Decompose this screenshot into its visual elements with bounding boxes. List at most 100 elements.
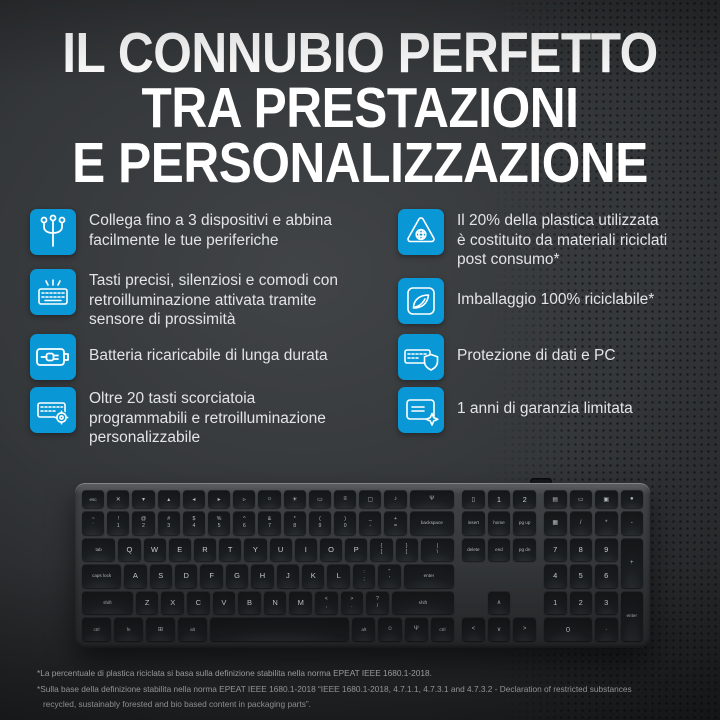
- keyboard-key: + =: [384, 511, 407, 535]
- keyboard-row: shift Z X C V B N M < , > .? / shift: [82, 590, 454, 615]
- backlit-keyboard-icon: [30, 269, 76, 315]
- feature-multi-device: Collega fino a 3 dispositivi e abbina fa…: [30, 209, 332, 255]
- keyboard-key: end: [487, 537, 511, 562]
- keyboard-nav-block: ▯ 1 2 insert home pg up delete end pg dn ∧ < ∨ >: [462, 490, 536, 641]
- title-line-1: IL CONNUBIO PERFETTO: [62, 21, 658, 85]
- keyboard-key: ∨: [487, 617, 511, 641]
- keyboard-product-image: esc ✕ ▾ ▴ ◂ ▸ ▹ ☼ ☀ ▭ ≡ ▢ ♪ Ψ ~ `! 1 @ 2 # 3 $ 4% 5 ^ 6 & 7…: [75, 483, 650, 648]
- feature-text: Il 20% della plastica utilizzata è costi…: [457, 212, 668, 268]
- title-line-3: E PERSONALIZZAZIONE: [72, 131, 648, 195]
- keyboard-key: delete: [462, 537, 485, 562]
- keyboard-key: H: [251, 564, 274, 588]
- keyboard-key: < ,: [315, 590, 338, 615]
- keyboard-key: .: [595, 617, 618, 641]
- keyboard-key: N: [263, 590, 287, 615]
- keyboard-key: 1: [544, 590, 567, 615]
- keyboard-key: ◂: [182, 490, 206, 508]
- keyboard-key: Y: [244, 537, 267, 562]
- feature-text: Oltre 20 tasti scorciatoia programmabili…: [89, 390, 326, 446]
- keyboard-key: ) 0: [334, 511, 357, 535]
- keyboard-key: 7: [544, 537, 567, 562]
- keyboard-key: X: [161, 590, 185, 615]
- keyboard-key: 4: [544, 564, 567, 588]
- keyboard-key: ? /: [366, 590, 389, 615]
- keyboard-key: ▦: [544, 511, 567, 535]
- keyboard-key: L: [327, 564, 350, 588]
- keyboard-key: ctrl: [430, 617, 455, 641]
- keyboard-key: fn: [114, 617, 143, 641]
- keyboard-key: Ψ: [404, 617, 428, 641]
- keyboard-key: % 5: [208, 511, 231, 535]
- keyboard-numpad-block: ▤ ▭ ▣ ● ▦ / * - 7 8 9 +4 5 6 1 2 3 enter 0.: [544, 490, 643, 641]
- keyboard-key: ▾: [132, 490, 155, 508]
- keyboard-key: shift: [391, 590, 454, 615]
- keyboard-main-block: esc ✕ ▾ ▴ ◂ ▸ ▹ ☼ ☀ ▭ ≡ ▢ ♪ Ψ ~ `! 1 @ 2 # 3 $ 4% 5 ^ 6 & 7…: [82, 490, 455, 641]
- keyboard-key: T: [219, 537, 242, 562]
- keyboard-key: B: [238, 590, 261, 615]
- keyboard-key: } ]: [395, 537, 418, 562]
- keyboard-key: /: [569, 511, 592, 535]
- keyboard-key: A: [124, 564, 147, 588]
- keyboard-key: ^ 6: [233, 511, 256, 535]
- keyboard-key: O: [319, 537, 343, 562]
- keyboard-key: ▴: [157, 490, 180, 508]
- keyboard-row: caps lock A S D F G H J K L: ; " ' enter: [82, 564, 455, 588]
- keyboard-key: _ -: [359, 511, 382, 535]
- recyclable-packaging-icon: [398, 278, 444, 324]
- keyboard-key: 3: [595, 590, 618, 615]
- keyboard-key: ✕: [107, 490, 130, 508]
- keyboard-key: +: [620, 537, 643, 588]
- keyboard-key: ☀: [283, 490, 306, 508]
- keyboard-key: Ψ: [409, 490, 455, 508]
- keyboard-key: alt: [178, 617, 207, 641]
- keyboard-key: enter: [403, 564, 455, 588]
- keyboard-key: & 7: [258, 511, 281, 535]
- keyboard-key: $ 4: [182, 511, 206, 535]
- keyboard-key: -: [620, 511, 643, 535]
- keyboard-key: shift: [82, 590, 133, 615]
- warranty-icon: [398, 387, 444, 433]
- keyboard-key: Q: [118, 537, 141, 562]
- keyboard-key: 1: [487, 490, 511, 508]
- keyboard-key: enter: [620, 590, 643, 641]
- keyboard-key: ●: [620, 490, 643, 508]
- keyboard-key: Z: [135, 590, 159, 615]
- keyboard-key: 0: [544, 617, 592, 641]
- keyboard-key: U: [269, 537, 292, 562]
- keyboard-key: pg up: [513, 511, 536, 535]
- keyboard-key: ▤: [544, 490, 567, 508]
- keyboard-key: 5: [569, 564, 592, 588]
- footnote-line: *Sulla base della definizione stabilita …: [37, 683, 632, 694]
- keyboard-key: | \: [420, 537, 455, 562]
- keyboard-key: M: [289, 590, 312, 615]
- keyboard-key: ▭: [569, 490, 592, 508]
- keyboard-key: S: [149, 564, 173, 588]
- keyboard-key: R: [193, 537, 217, 562]
- keyboard-key: F: [200, 564, 223, 588]
- keyboard-key: insert: [462, 511, 485, 535]
- keyboard-key: 6: [595, 564, 618, 588]
- keyboard-key: ♪: [384, 490, 407, 508]
- feature-recyclable-packaging: Imballaggio 100% riciclabile*: [398, 278, 654, 324]
- keyboard-power-switch: [530, 478, 552, 485]
- keyboard-key: ∧: [487, 590, 511, 615]
- feature-text: Protezione di dati e PC: [457, 347, 616, 364]
- title-line-2: TRA PRESTAZIONI: [141, 76, 579, 140]
- feature-warranty: 1 anni di garanzia limitata: [398, 387, 633, 433]
- keyboard-key: alt: [352, 617, 376, 641]
- keyboard-key: ☺: [378, 617, 402, 641]
- keyboard-key: ~ `: [82, 511, 105, 535]
- recycled-plastic-icon: [398, 209, 444, 255]
- keyboard-key: 9: [595, 537, 618, 562]
- keyboard-key: P: [345, 537, 368, 562]
- keyboard-key: D: [175, 564, 198, 588]
- keyboard-row: ~ `! 1 @ 2 # 3 $ 4% 5 ^ 6 & 7 * 8( 9) 0 _ - + = b…: [82, 511, 455, 535]
- keyboard-key: ▯: [462, 490, 485, 508]
- page-title: IL CONNUBIO PERFETTO TRA PRESTAZIONI E P…: [0, 21, 720, 195]
- keyboard-key: [210, 617, 350, 641]
- feature-text: Tasti precisi, silenziosi e comodi con r…: [89, 272, 338, 328]
- keyboard-key: tab: [82, 537, 116, 562]
- keyboard-key: home: [487, 511, 511, 535]
